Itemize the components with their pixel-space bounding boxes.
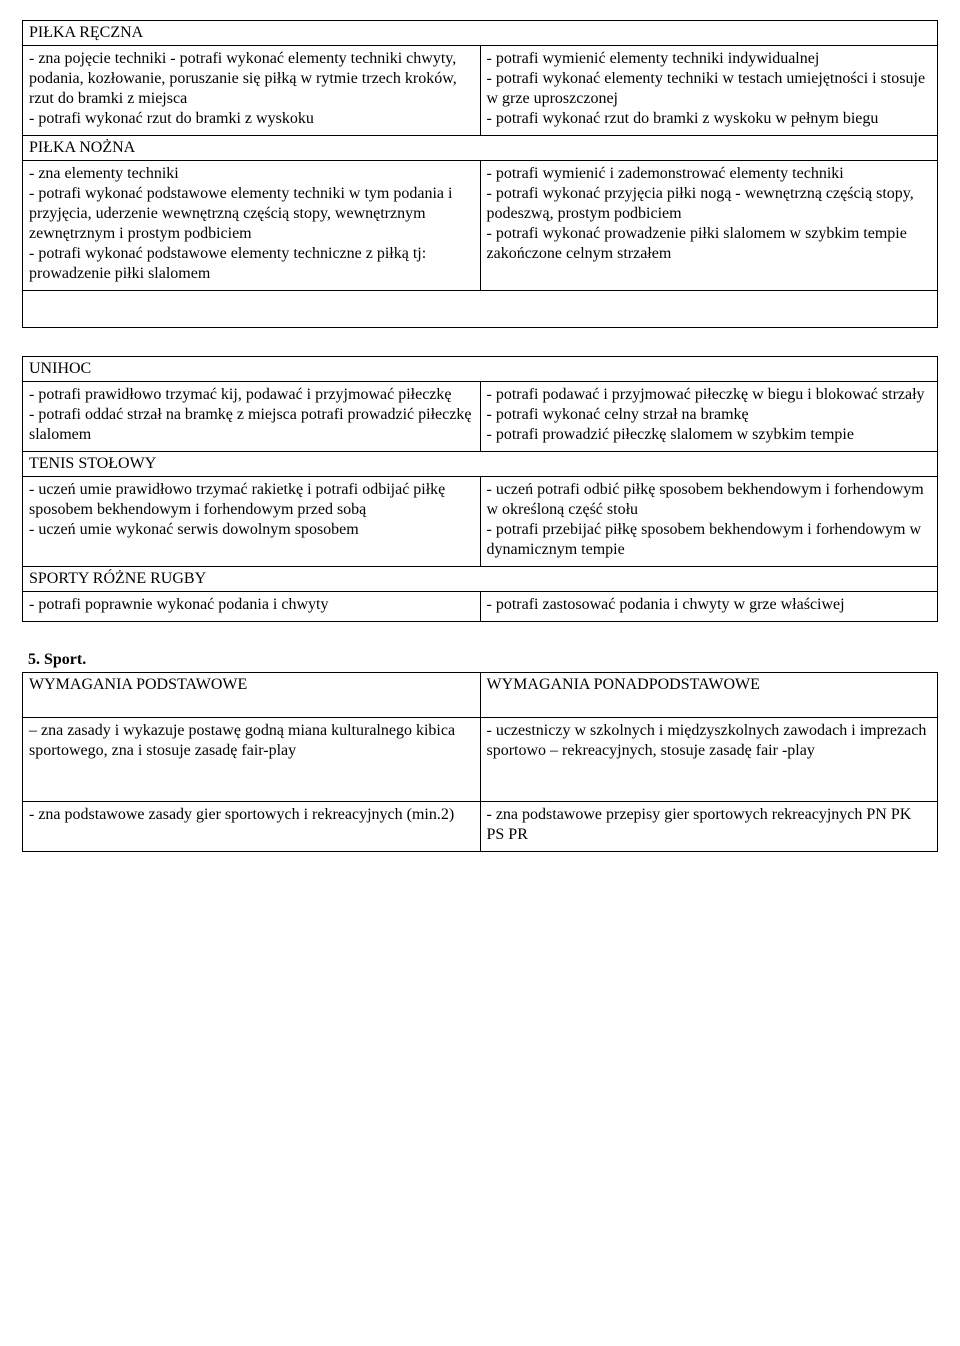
rugby-basic: - potrafi poprawnie wykonać podania i ch… [23,592,481,622]
pilka-nozna-basic: - zna elementy techniki - potrafi wykona… [23,161,481,291]
sports-table-2: UNIHOC - potrafi prawidłowo trzymać kij,… [22,356,938,622]
section-title-tenis-stolowy: TENIS STOŁOWY [23,452,938,477]
unihoc-advanced: - potrafi podawać i przyjmować piłeczkę … [480,382,938,452]
table-spacer [23,291,938,328]
section-title-rugby: SPORTY RÓŻNE RUGBY [23,567,938,592]
tenis-stolowy-advanced: - uczeń potrafi odbić piłkę sposobem bek… [480,477,938,567]
sport-row1-basic: – zna zasady i wykazuje postawę godną mi… [23,718,481,802]
sport-row2-advanced: - zna podstawowe przepisy gier sportowyc… [480,802,938,852]
tenis-stolowy-basic: - uczeń umie prawidłowo trzymać rakietkę… [23,477,481,567]
pilka-reczna-advanced: - potrafi wymienić elementy techniki ind… [480,46,938,136]
sport-requirements-table: WYMAGANIA PODSTAWOWE WYMAGANIA PONADPODS… [22,672,938,852]
col-header-advanced: WYMAGANIA PONADPODSTAWOWE [480,673,938,718]
rugby-advanced: - potrafi zastosować podania i chwyty w … [480,592,938,622]
col-header-basic: WYMAGANIA PODSTAWOWE [23,673,481,718]
sports-table-1: PIŁKA RĘCZNA - zna pojęcie techniki - po… [22,20,938,328]
section-title-pilka-nozna: PIŁKA NOŻNA [23,136,938,161]
pilka-nozna-advanced: - potrafi wymienić i zademonstrować elem… [480,161,938,291]
section-title-unihoc: UNIHOC [23,357,938,382]
heading-sport: 5. Sport. [28,650,938,670]
pilka-reczna-basic: - zna pojęcie techniki - potrafi wykonać… [23,46,481,136]
sport-row2-basic: - zna podstawowe zasady gier sportowych … [23,802,481,852]
section-title-pilka-reczna: PIŁKA RĘCZNA [23,21,938,46]
unihoc-basic: - potrafi prawidłowo trzymać kij, podawa… [23,382,481,452]
sport-row1-advanced: - uczestniczy w szkolnych i międzyszkoln… [480,718,938,802]
